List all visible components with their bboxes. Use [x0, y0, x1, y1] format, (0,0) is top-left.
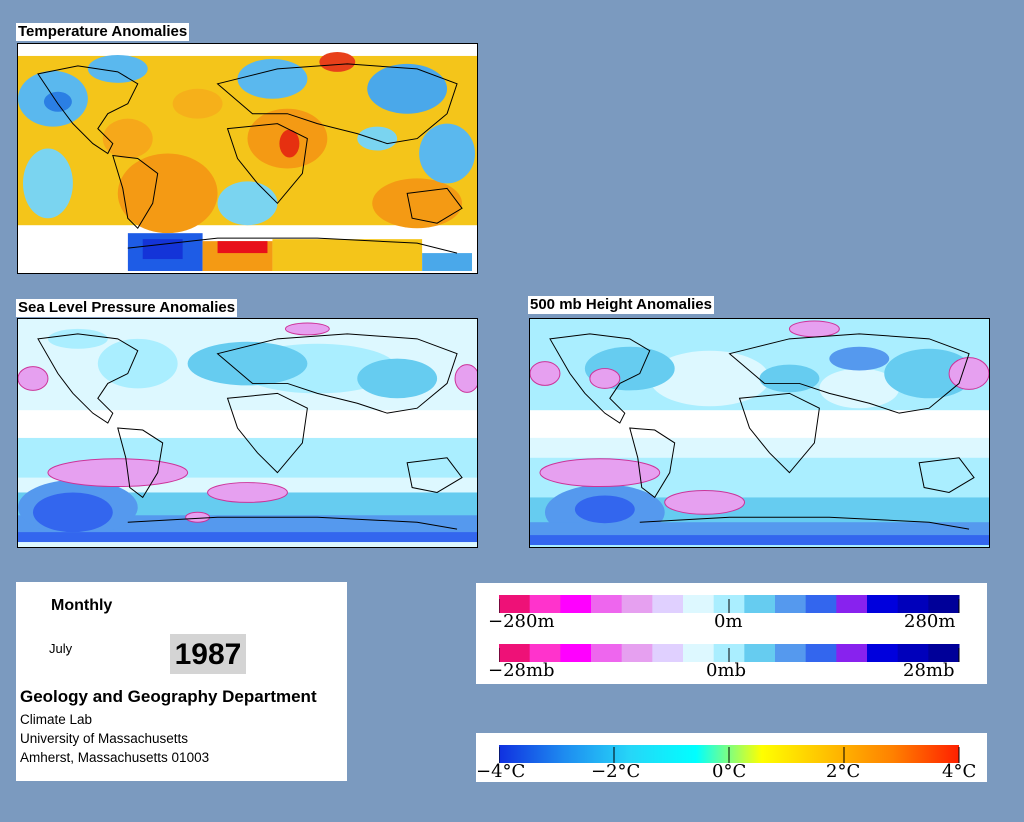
height500-anomaly-map: [529, 318, 990, 548]
temp-scale-label-3: 0°C: [712, 761, 747, 782]
color-bin: [836, 595, 868, 613]
color-bin: [621, 644, 653, 662]
temperature-anomaly-map: [17, 43, 478, 274]
info-panel: Monthly July 1987 Geology and Geography …: [16, 582, 347, 781]
height-scale-min: −280m: [488, 611, 555, 632]
period-label: Monthly: [51, 597, 113, 614]
slp-title: Sea Level Pressure Anomalies: [16, 299, 238, 317]
address-label: Amherst, Massachusetts 01003: [20, 750, 210, 765]
temp-scale-label-5: 4°C: [942, 761, 977, 782]
lab-label: Climate Lab: [20, 712, 93, 727]
color-bin: [591, 595, 623, 613]
color-bin: [529, 644, 561, 662]
color-bin: [805, 595, 837, 613]
color-bin: [499, 644, 531, 662]
color-bin: [928, 644, 960, 662]
color-bin: [652, 595, 684, 613]
height-color-scale: [499, 595, 960, 613]
anomaly-legend: −280m 0m 280m −28mb 0mb 28mb: [476, 583, 987, 684]
university-label: University of Massachusetts: [20, 731, 189, 746]
temperature-title: Temperature Anomalies: [16, 23, 190, 41]
color-bin: [560, 595, 592, 613]
year-label: 1987: [170, 634, 246, 674]
color-bin: [683, 644, 715, 662]
month-label: July: [49, 641, 73, 656]
color-bin: [836, 644, 868, 662]
color-bin: [683, 595, 715, 613]
temperature-color-scale: [499, 745, 960, 763]
pressure-scale-mid: 0mb: [706, 660, 747, 681]
height500-title: 500 mb Height Anomalies: [528, 296, 714, 314]
temp-scale-label-4: 2°C: [826, 761, 861, 782]
color-bin: [744, 595, 776, 613]
color-bin: [897, 644, 929, 662]
color-bin: [560, 644, 592, 662]
color-bin: [775, 644, 807, 662]
color-bin: [621, 595, 653, 613]
color-bin: [744, 644, 776, 662]
color-bin: [652, 644, 684, 662]
color-bin: [928, 595, 960, 613]
temperature-legend: −4°C −2°C 0°C 2°C 4°C: [476, 733, 987, 782]
color-bin: [897, 595, 929, 613]
color-bin: [805, 644, 837, 662]
color-bin: [867, 644, 899, 662]
pressure-scale-max: 28mb: [903, 660, 955, 681]
color-bin: [867, 595, 899, 613]
temp-scale-label-2: −2°C: [591, 761, 641, 782]
color-bin: [499, 595, 531, 613]
pressure-scale-min: −28mb: [488, 660, 555, 681]
height-scale-mid: 0m: [714, 611, 743, 632]
height-scale-max: 280m: [904, 611, 956, 632]
temp-scale-label-1: −4°C: [476, 761, 526, 782]
color-bin: [529, 595, 561, 613]
pressure-color-scale: [499, 644, 960, 662]
color-bin: [775, 595, 807, 613]
slp-anomaly-map: [17, 318, 478, 548]
color-bin: [591, 644, 623, 662]
department-label: Geology and Geography Department: [20, 687, 317, 706]
